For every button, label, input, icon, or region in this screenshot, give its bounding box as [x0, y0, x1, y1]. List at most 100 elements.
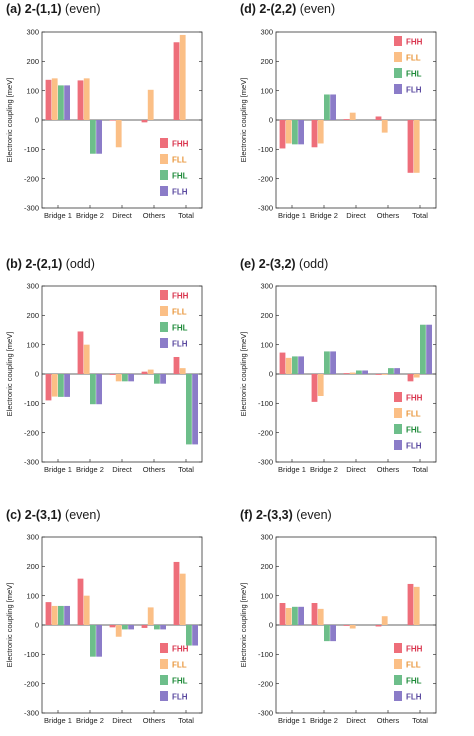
bar — [173, 356, 180, 374]
bar — [173, 42, 180, 121]
bar — [115, 374, 122, 382]
legend-label: FHL — [406, 70, 422, 79]
y-axis-label: Electronic coupling [meV] — [239, 332, 248, 417]
panel-title-note: (even) — [300, 2, 335, 16]
y-tick-label: 300 — [260, 533, 273, 542]
bar — [407, 120, 414, 173]
y-tick-label: 100 — [26, 340, 39, 349]
bar — [192, 625, 198, 646]
legend-swatch — [160, 643, 168, 653]
bar — [426, 324, 432, 374]
legend-label: FLH — [172, 693, 188, 702]
legend-swatch — [394, 643, 402, 653]
panel-title-note: (even) — [65, 2, 100, 16]
legend-label: FHH — [406, 394, 423, 403]
legend-label: FLH — [406, 442, 422, 451]
bar — [51, 605, 58, 625]
legend-swatch — [394, 659, 402, 669]
legend-swatch — [394, 36, 402, 46]
bar — [64, 85, 70, 120]
bar — [192, 374, 198, 445]
bar — [115, 120, 122, 148]
bar — [64, 605, 70, 625]
bar — [45, 602, 52, 625]
y-tick-label: -100 — [258, 650, 273, 659]
x-tick-label: Total — [178, 716, 194, 725]
bar — [279, 120, 286, 149]
bar — [90, 625, 96, 657]
bar — [311, 603, 318, 625]
bar — [141, 120, 148, 123]
bar — [154, 374, 160, 384]
legend-swatch — [160, 691, 168, 701]
legend-swatch — [160, 186, 168, 196]
y-tick-label: -200 — [24, 174, 39, 183]
bar — [115, 625, 122, 637]
bar — [279, 352, 286, 374]
bar — [349, 372, 356, 374]
bar — [298, 606, 304, 625]
legend-swatch — [394, 68, 402, 78]
panel-title-main: (c) 2-(3,1) — [6, 508, 65, 522]
bar — [330, 625, 336, 642]
legend-label: FLH — [406, 86, 422, 95]
bar — [58, 374, 64, 397]
bar — [343, 119, 350, 120]
panel-title-main: (f) 2-(3,3) — [240, 508, 296, 522]
bar — [298, 120, 304, 145]
y-tick-label: 200 — [260, 57, 273, 66]
bar — [147, 607, 154, 625]
bar — [388, 368, 394, 374]
x-tick-label: Bridge 2 — [76, 465, 104, 474]
bar — [381, 616, 388, 625]
x-tick-label: Bridge 2 — [76, 211, 104, 220]
y-tick-label: 100 — [260, 340, 273, 349]
y-axis-label: Electronic coupling [meV] — [5, 583, 14, 668]
y-axis-label: Electronic coupling [meV] — [5, 332, 14, 417]
bar — [317, 608, 324, 625]
y-tick-label: 0 — [269, 370, 273, 379]
y-tick-label: 0 — [269, 621, 273, 630]
bar — [64, 374, 70, 397]
bar — [128, 625, 134, 630]
bar — [186, 374, 192, 445]
legend-label: FHH — [406, 38, 423, 47]
chart-panel: (e) 2-(3,2) (odd) 300 200 100 0 -100 -200 -300 E… — [239, 257, 437, 474]
x-tick-label: Total — [412, 211, 428, 220]
bar — [90, 120, 96, 154]
bar — [179, 573, 186, 625]
bar — [292, 606, 298, 625]
panel-title-note: (even) — [65, 508, 100, 522]
bar — [413, 374, 420, 378]
legend-swatch — [394, 691, 402, 701]
legend-swatch — [160, 306, 168, 316]
y-tick-label: 300 — [26, 533, 39, 542]
x-tick-label: Direct — [346, 211, 367, 220]
panel-title-main: (a) 2-(1,1) — [6, 2, 65, 16]
y-tick-label: -200 — [258, 679, 273, 688]
y-tick-label: -300 — [258, 458, 273, 467]
bar — [77, 80, 84, 120]
y-tick-label: -100 — [24, 399, 39, 408]
legend-label: FLL — [172, 156, 187, 165]
legend-label: FLL — [172, 661, 187, 670]
panel-title: (c) 2-(3,1) (even) — [6, 508, 100, 522]
chart-panel: (c) 2-(3,1) (even) 300 200 100 0 -100 -200 -300… — [5, 508, 203, 725]
bar — [375, 625, 382, 627]
x-tick-label: Bridge 2 — [310, 211, 338, 220]
bar — [349, 625, 356, 629]
x-tick-label: Total — [412, 465, 428, 474]
bar — [58, 605, 64, 625]
legend-label: FHH — [172, 645, 189, 654]
bar — [381, 120, 388, 133]
legend-swatch — [394, 675, 402, 685]
legend-swatch — [394, 440, 402, 450]
bar — [362, 370, 368, 374]
bar — [141, 371, 148, 374]
x-tick-label: Bridge 1 — [44, 465, 72, 474]
y-tick-label: -300 — [24, 204, 39, 213]
bar — [298, 356, 304, 374]
panel-title-main: (d) 2-(2,2) — [240, 2, 300, 16]
bar — [141, 625, 148, 628]
bar — [330, 94, 336, 120]
